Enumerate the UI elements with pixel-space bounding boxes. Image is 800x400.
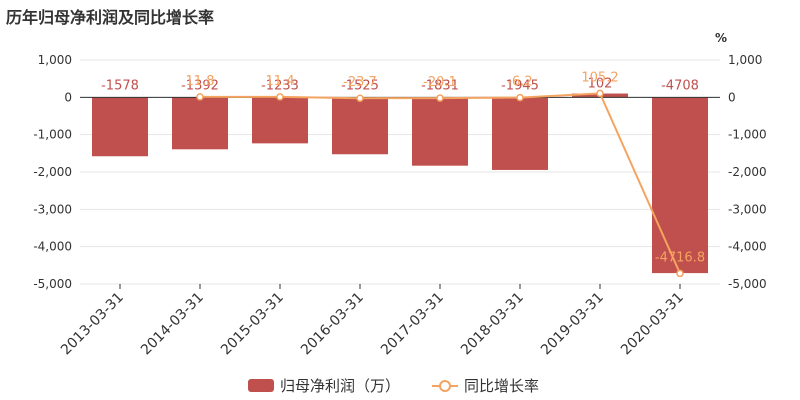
x-tick-label: 2019-03-31 bbox=[538, 290, 607, 359]
right-tick-label: 0 bbox=[728, 90, 736, 104]
left-tick-label: -4,000 bbox=[33, 240, 72, 254]
x-tick-label: 2015-03-31 bbox=[218, 290, 287, 359]
legend-item-line[interactable]: 同比增长率 bbox=[432, 374, 539, 396]
legend-bar-swatch bbox=[248, 378, 274, 392]
bar bbox=[172, 97, 228, 150]
bar-value-label: -1392 bbox=[181, 78, 219, 93]
bar-value-label: -1831 bbox=[421, 78, 459, 93]
left-tick-label: -2,000 bbox=[33, 165, 72, 179]
bar-value-label: -1945 bbox=[501, 78, 539, 93]
bar bbox=[492, 97, 548, 170]
bar bbox=[332, 97, 388, 155]
line-value-label: -23.7 bbox=[343, 75, 377, 90]
chart-title: 历年归母净利润及同比增长率 bbox=[6, 8, 215, 27]
right-tick-label: -2,000 bbox=[728, 165, 767, 179]
line-value-label: -6.2 bbox=[507, 75, 532, 90]
x-tick-label: 2018-03-31 bbox=[458, 290, 527, 359]
bar bbox=[92, 97, 148, 157]
growth-point bbox=[596, 89, 604, 98]
bar-value-label: -1578 bbox=[101, 78, 139, 93]
right-tick-label: -3,000 bbox=[728, 202, 767, 216]
right-tick-label: 1,000 bbox=[728, 53, 762, 67]
x-tick-label: 2020-03-31 bbox=[618, 290, 687, 359]
x-tick-label: 2013-03-31 bbox=[58, 290, 127, 359]
legend-line-label: 同比增长率 bbox=[464, 376, 540, 395]
growth-point bbox=[196, 93, 204, 101]
growth-point bbox=[676, 269, 684, 278]
bar bbox=[652, 97, 708, 274]
left-tick-label: 0 bbox=[64, 90, 72, 104]
right-tick-label: -4,000 bbox=[728, 240, 767, 254]
line-value-label: -20.1 bbox=[423, 75, 457, 90]
line-value-label: -4716.8 bbox=[655, 250, 705, 265]
line-value-label: 11.8 bbox=[186, 74, 215, 89]
legend-line-marker bbox=[432, 379, 458, 392]
left-tick-label: -1,000 bbox=[33, 128, 72, 142]
bar bbox=[412, 97, 468, 166]
bar-value-label: -4708 bbox=[661, 78, 699, 93]
line-value-label: 105.2 bbox=[581, 70, 618, 85]
line-value-label: 11.4 bbox=[266, 74, 295, 89]
legend-bar-label: 归母净利润（万） bbox=[280, 376, 401, 395]
x-tick-label: 2017-03-31 bbox=[378, 290, 447, 359]
growth-point bbox=[356, 94, 364, 102]
legend: 归母净利润（万） 同比增长率 bbox=[0, 374, 800, 396]
x-tick-label: 2014-03-31 bbox=[138, 290, 207, 359]
left-tick-label: 1,000 bbox=[38, 53, 72, 67]
bar-value-label: -1525 bbox=[341, 78, 379, 93]
legend-item-bar[interactable]: 归母净利润（万） bbox=[248, 374, 400, 396]
growth-point bbox=[276, 93, 284, 101]
bar-value-label: -1233 bbox=[261, 78, 299, 93]
growth-point bbox=[436, 94, 444, 102]
left-tick-label: -3,000 bbox=[33, 202, 72, 216]
x-tick-label: 2016-03-31 bbox=[298, 290, 367, 359]
left-tick-label: -5,000 bbox=[33, 277, 72, 291]
growth-point bbox=[516, 93, 524, 102]
right-axis-unit: % bbox=[715, 31, 727, 45]
right-tick-label: -1,000 bbox=[728, 128, 767, 142]
right-tick-label: -5,000 bbox=[728, 277, 767, 291]
bar bbox=[252, 97, 308, 144]
bar-value-label: 102 bbox=[588, 77, 613, 92]
